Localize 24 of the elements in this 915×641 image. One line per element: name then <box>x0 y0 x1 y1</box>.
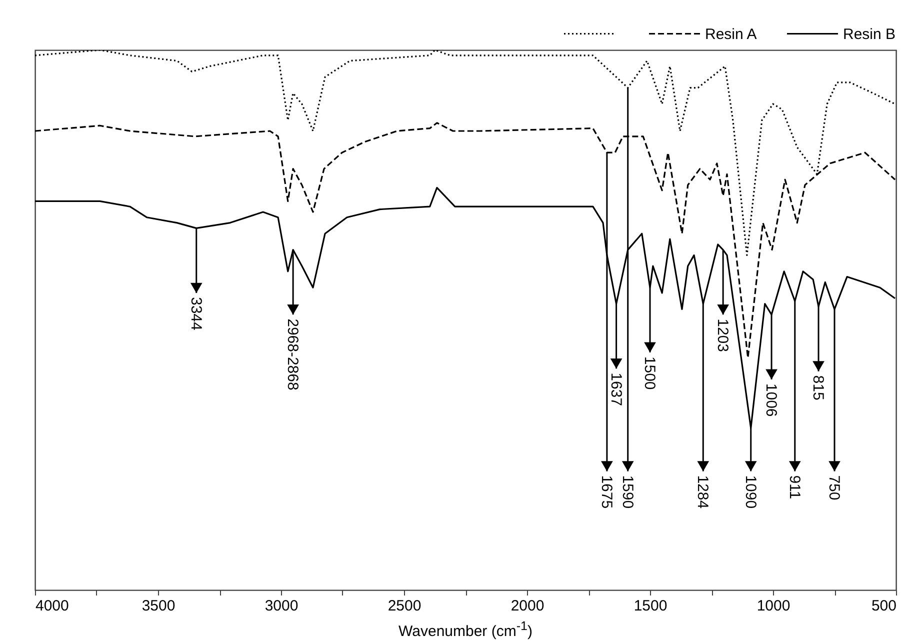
annotation: 815 <box>810 375 827 400</box>
legend-label: Resin B <box>843 26 896 43</box>
x-axis-title: Wavenumber (cm$^{-1}$) <box>398 618 534 641</box>
annotation: 911 <box>786 475 803 500</box>
x-tick-label: 2500 <box>388 598 422 614</box>
legend-label: Resin A <box>705 26 757 43</box>
annotation: 3344 <box>187 297 204 330</box>
annotation: 1590 <box>618 475 636 509</box>
x-tick-label: 3500 <box>142 598 176 614</box>
annotation: 2968-2868 <box>284 318 302 390</box>
x-tick-label: 1000 <box>756 598 790 614</box>
annotation: 750 <box>826 475 842 500</box>
annotation: 1500 <box>641 356 658 390</box>
x-tick-label: 2000 <box>510 598 544 614</box>
annotation: 1637 <box>607 372 624 406</box>
annotation: 1675 <box>598 475 615 509</box>
annotation: 1090 <box>742 475 759 509</box>
x-tick-label: 3000 <box>264 598 298 614</box>
annotation: 1203 <box>714 318 732 352</box>
annotation: 1006 <box>762 383 780 417</box>
x-tick-label: 4000 <box>36 598 69 614</box>
annotation: 1284 <box>694 475 712 509</box>
x-tick-label: 500 <box>871 598 896 614</box>
x-tick-label: 1500 <box>634 598 668 614</box>
